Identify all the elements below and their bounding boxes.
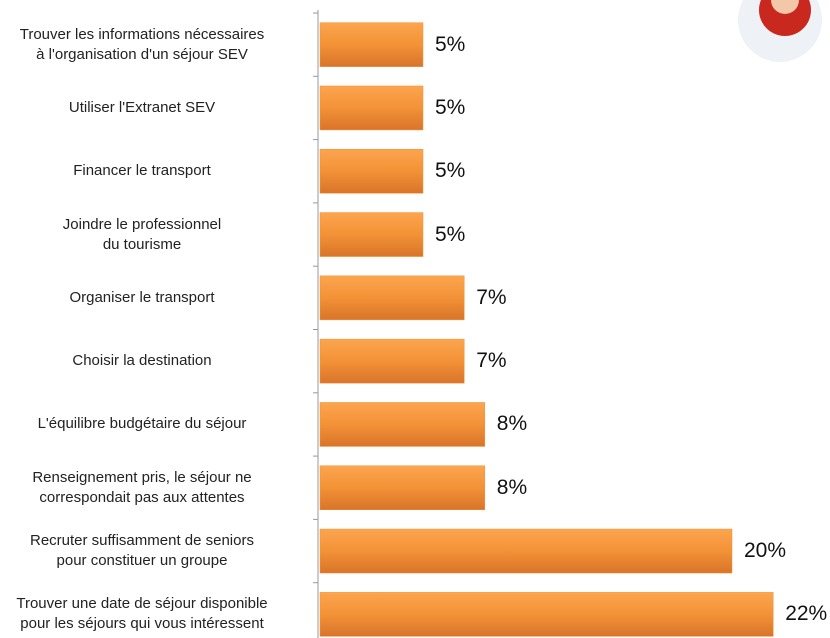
bar (319, 149, 424, 194)
bar (319, 465, 486, 510)
bar (319, 275, 465, 321)
value-label: 8% (496, 412, 528, 436)
value-label: 5% (435, 32, 466, 56)
category-label: Organiser le transport (69, 288, 215, 306)
bar (319, 338, 465, 384)
value-label: 7% (476, 349, 507, 373)
category-label: Renseignement pris, le séjour ne corresp… (32, 468, 252, 506)
category-label: Recruter suffisamment de seniors pour co… (30, 532, 254, 570)
category-label: Financer le transport (73, 162, 211, 180)
bar (319, 85, 424, 131)
value-label: 5% (435, 95, 466, 119)
category-label: Joindre le professionnel du tourisme (62, 215, 222, 253)
category-label: Trouver une date de séjour disponible po… (16, 595, 268, 633)
mascot-icon (738, 0, 822, 62)
category-label: L'équilibre budgétaire du séjour (37, 415, 247, 433)
value-label: 22% (785, 602, 828, 626)
bar (319, 402, 486, 447)
bar (319, 22, 424, 67)
category-label: Trouver les informations nécessaires à l… (19, 25, 265, 63)
value-label: 7% (476, 285, 507, 309)
value-label: 5% (435, 159, 466, 183)
value-label: 5% (435, 222, 466, 246)
value-label: 8% (496, 475, 528, 499)
bar (319, 592, 774, 637)
bar (319, 528, 733, 574)
value-label: 20% (744, 539, 787, 563)
category-label: Utiliser l'Extranet SEV (68, 98, 216, 116)
bar (319, 212, 424, 257)
category-label: Choisir la destination (72, 352, 212, 370)
